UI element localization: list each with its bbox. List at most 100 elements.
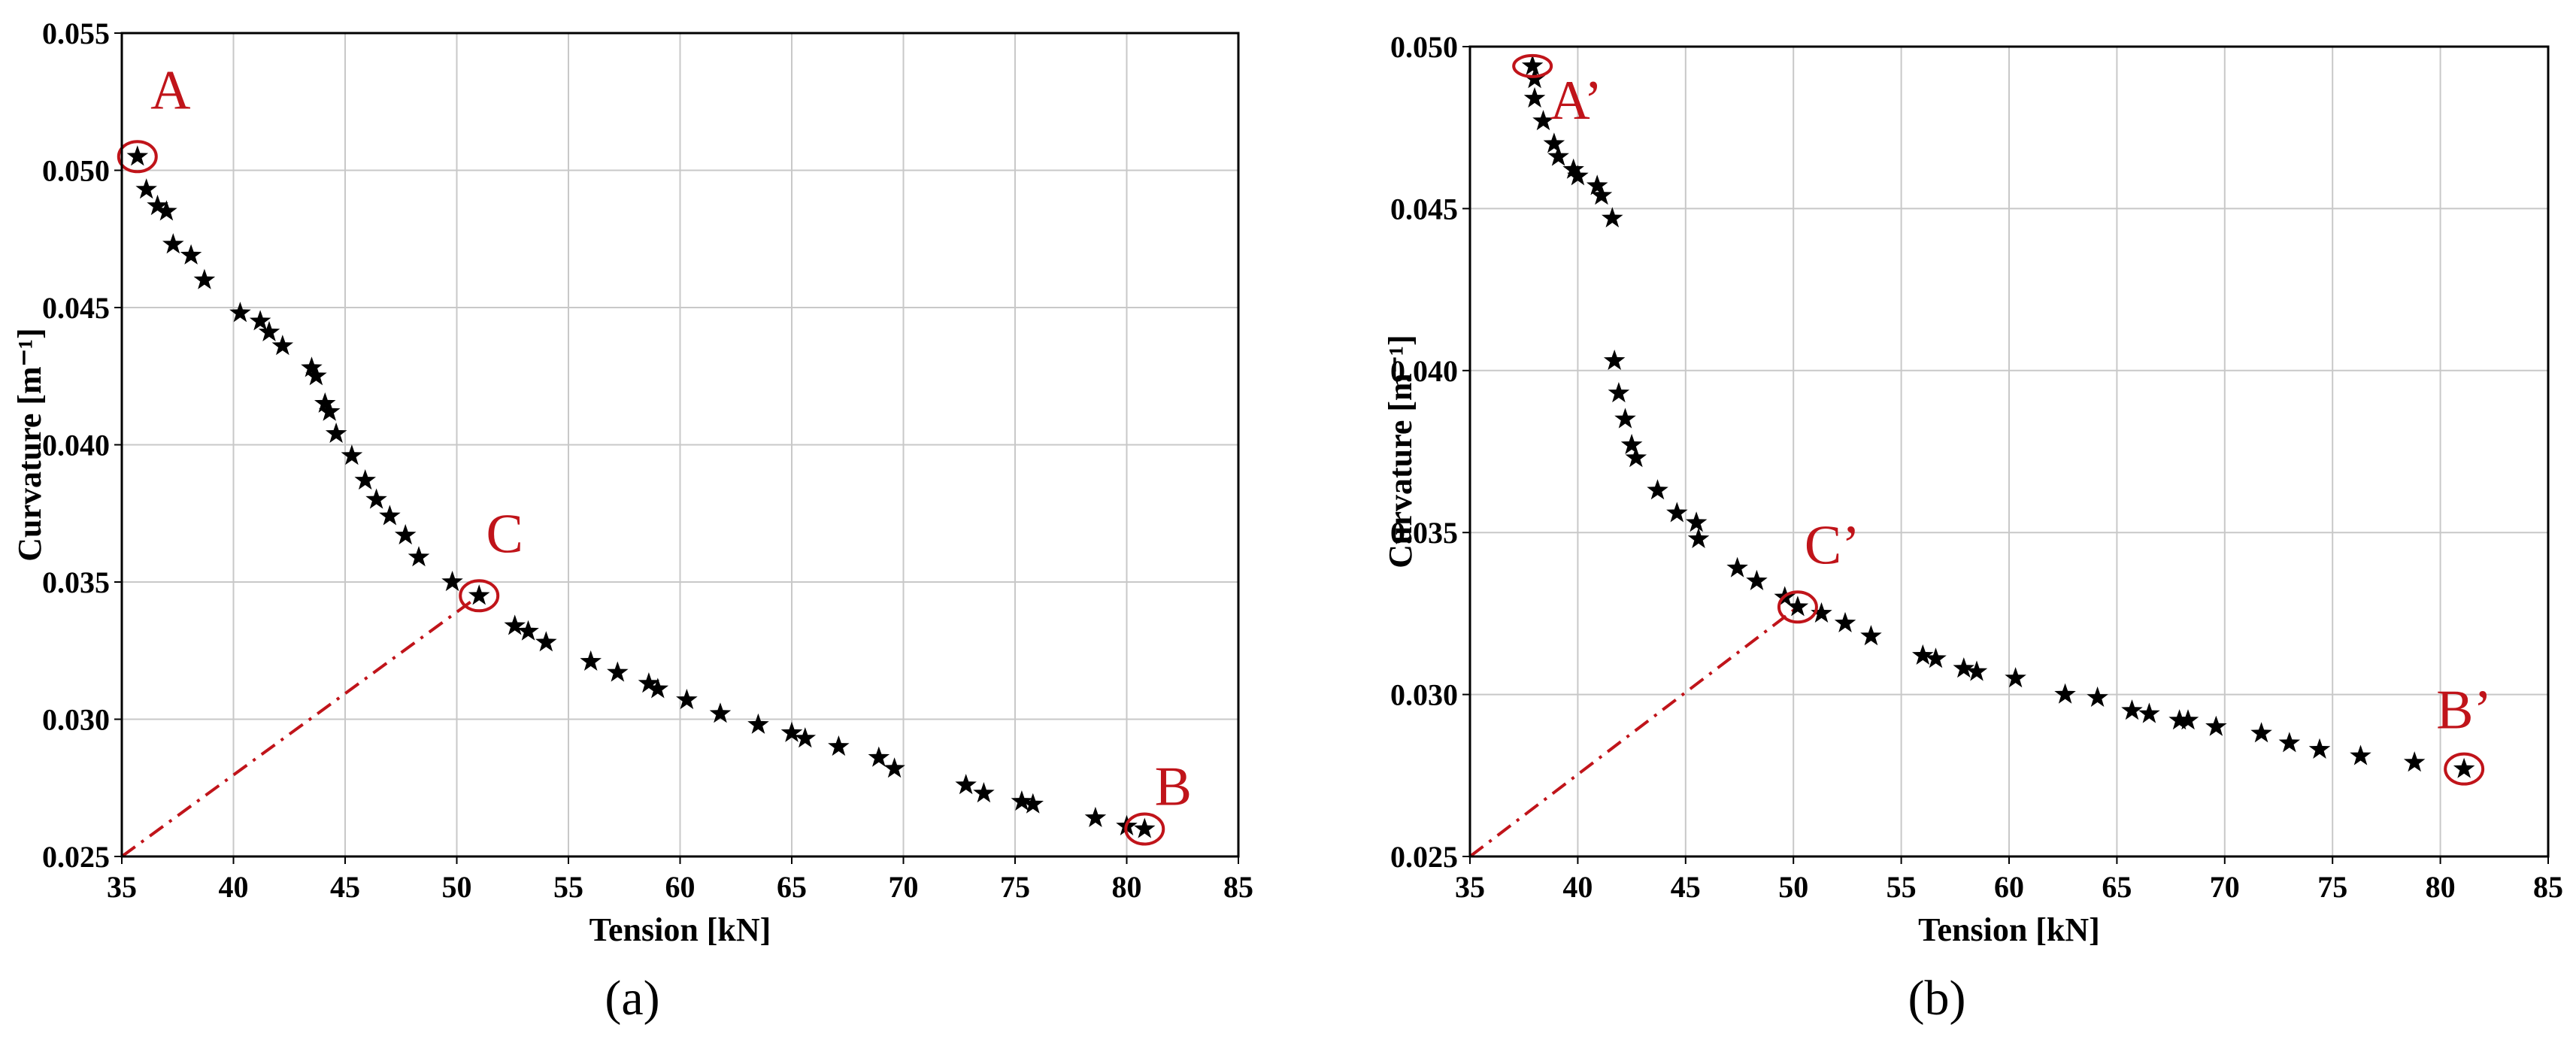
x-tick-label: 65 bbox=[777, 870, 807, 904]
data-point-star bbox=[441, 571, 463, 592]
data-point-star bbox=[1625, 447, 1647, 468]
chart-panel-a: 35 40 45 50 55 60 65 70 75 80 85 0.025 0.030 0.035 0.0… bbox=[11, 17, 1253, 948]
data-point-star bbox=[1532, 110, 1554, 131]
annotation-label: A’ bbox=[1550, 70, 1602, 132]
data-point-star bbox=[1562, 158, 1584, 179]
chart-panel-b: 35 40 45 50 55 60 65 70 75 80 85 0.025 0.030 0.035 0.0… bbox=[1288, 0, 2576, 1061]
data-point-star bbox=[156, 200, 177, 221]
x-tick-label: 85 bbox=[1223, 870, 1253, 904]
data-point-star bbox=[1586, 174, 1608, 196]
y-tick-label: 0.040 bbox=[42, 429, 110, 462]
data-point-star bbox=[1912, 644, 1934, 665]
plot-frame bbox=[1468, 45, 2550, 858]
plot-frame bbox=[120, 32, 1240, 858]
x-tick-label: 45 bbox=[1671, 870, 1701, 904]
data-point-star bbox=[1603, 349, 1626, 370]
data-point-star bbox=[1726, 556, 1748, 577]
data-point-star bbox=[517, 620, 539, 641]
annotation-label: C bbox=[486, 503, 523, 565]
dashdot-line bbox=[120, 594, 480, 858]
data-point-star bbox=[2205, 715, 2227, 736]
data-point-star bbox=[535, 631, 557, 652]
data-point-star bbox=[305, 365, 327, 386]
annotation-circle bbox=[459, 579, 500, 613]
data-point-star bbox=[1523, 86, 1546, 108]
chart-b-svg: 35 40 45 50 55 60 65 70 75 80 85 0.025 0.030 0.035 0.0… bbox=[1382, 30, 2563, 948]
data-point-star bbox=[394, 523, 417, 545]
x-tick-label: 45 bbox=[330, 870, 360, 904]
y-axis-label: Curvature [m⁻¹] bbox=[11, 328, 48, 562]
data-point-star bbox=[1608, 382, 1630, 403]
y-tick-label: 0.050 bbox=[42, 154, 110, 188]
y-tick-label: 0.035 bbox=[1390, 516, 1458, 550]
panel-caption-a: (a) bbox=[605, 971, 660, 1026]
data-point-star bbox=[1965, 660, 1988, 681]
y-tick-label: 0.055 bbox=[42, 17, 110, 50]
x-tick-label: 85 bbox=[2533, 870, 2563, 904]
data-point-star bbox=[868, 746, 890, 767]
data-point-star bbox=[1614, 408, 1636, 429]
annotation-circle bbox=[1124, 812, 1165, 846]
data-point-star bbox=[354, 469, 376, 490]
data-point-star bbox=[408, 546, 430, 567]
data-point-star bbox=[1746, 569, 1768, 590]
data-point-star bbox=[1134, 817, 1156, 838]
data-point-star bbox=[318, 400, 341, 421]
x-tick-label: 65 bbox=[2102, 870, 2132, 904]
data-point-star bbox=[301, 356, 323, 377]
data-point-star bbox=[271, 335, 294, 356]
y-tick-label: 0.030 bbox=[42, 703, 110, 737]
data-point-star bbox=[1687, 527, 1710, 548]
annotation-circle bbox=[1777, 590, 1818, 624]
x-tick-label: 50 bbox=[442, 870, 472, 904]
x-tick-label: 50 bbox=[1778, 870, 1808, 904]
data-point-star bbox=[1620, 433, 1643, 454]
y-tick-label: 0.045 bbox=[42, 291, 110, 325]
x-tick-label: 40 bbox=[1562, 870, 1593, 904]
x-tick-label: 80 bbox=[1112, 870, 1142, 904]
data-point-star bbox=[1521, 54, 1544, 75]
y-tick-label: 0.050 bbox=[1390, 30, 1458, 64]
x-tick-label: 60 bbox=[665, 870, 696, 904]
data-point-star bbox=[955, 774, 977, 795]
data-point-star bbox=[229, 302, 251, 323]
grid-b bbox=[1469, 46, 2549, 857]
x-axis-label: Tension [kN] bbox=[589, 911, 771, 948]
data-point-star bbox=[676, 689, 698, 710]
data-point-star bbox=[1022, 793, 1044, 814]
annotation-label: B’ bbox=[2436, 680, 2492, 741]
data-point-star bbox=[2177, 709, 2199, 730]
x-tick-label: 70 bbox=[2210, 870, 2240, 904]
data-point-star bbox=[1811, 602, 1832, 623]
data-point-star bbox=[504, 614, 526, 635]
x-tick-label: 55 bbox=[553, 870, 583, 904]
data-point-star bbox=[709, 702, 732, 723]
x-tick-label: 35 bbox=[1455, 870, 1485, 904]
x-tick-label: 35 bbox=[107, 870, 137, 904]
data-points-a bbox=[126, 145, 1156, 838]
data-point-star bbox=[794, 727, 817, 748]
data-point-star bbox=[365, 488, 387, 509]
data-point-star bbox=[2350, 744, 2371, 765]
data-point-star bbox=[468, 584, 490, 605]
x-axis-label: Tension [kN] bbox=[1918, 911, 2100, 948]
panel-caption-b: (b) bbox=[1908, 971, 1966, 1026]
dashdot-line bbox=[1468, 605, 1799, 858]
data-point-star bbox=[1547, 145, 1569, 166]
data-point-star bbox=[249, 310, 271, 331]
data-point-star bbox=[973, 782, 995, 803]
data-point-star bbox=[258, 320, 280, 341]
data-point-star bbox=[2453, 757, 2475, 778]
data-point-star bbox=[1647, 479, 1668, 500]
data-point-star bbox=[341, 444, 363, 465]
data-point-star bbox=[2138, 702, 2160, 723]
data-point-star bbox=[1602, 207, 1623, 228]
x-tick-label: 75 bbox=[1000, 870, 1030, 904]
data-point-star bbox=[883, 757, 905, 778]
data-point-star bbox=[2054, 683, 2076, 704]
data-point-star bbox=[193, 268, 216, 290]
data-point-star bbox=[2250, 722, 2272, 743]
data-point-star bbox=[314, 392, 336, 413]
data-point-star bbox=[1685, 511, 1708, 532]
data-point-star bbox=[2168, 709, 2190, 730]
